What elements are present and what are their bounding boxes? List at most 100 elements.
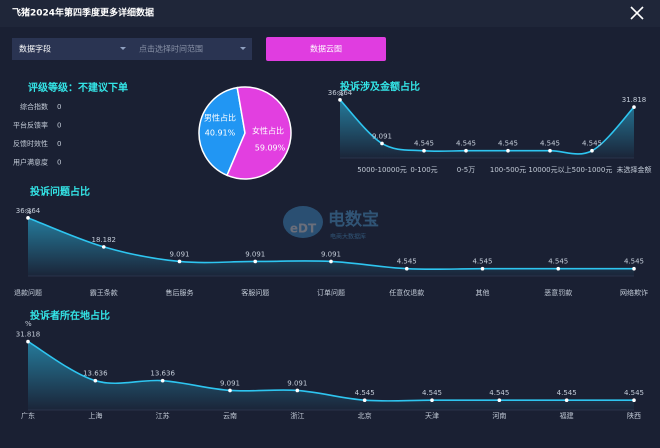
point [464, 148, 468, 153]
x-tick-label: 500-1000元 [572, 166, 613, 174]
x-tick-label: 售后服务 [166, 288, 194, 297]
x-tick-label: 10000元以上 [528, 165, 571, 174]
x-tick-label: 其他 [476, 288, 490, 297]
x-tick-label: 任意仅退款 [389, 288, 424, 297]
y-axis-label: % [337, 90, 344, 98]
x-tick-label: 订单问题 [317, 288, 345, 297]
data-label: 31.818 [622, 96, 647, 104]
area [340, 99, 634, 158]
slice-value: 59.09% [255, 144, 286, 153]
data-label: 4.545 [456, 140, 476, 148]
watermark: eDT 电数宝 电商大数据库 [283, 206, 379, 241]
date-picker[interactable] [133, 38, 252, 60]
slice-label: 男性占比 [204, 113, 236, 123]
data-label: 9.091 [220, 379, 240, 387]
x-tick-label: 恶意罚款 [544, 288, 572, 297]
data-label: 36.364 [16, 207, 41, 215]
data-label: 4.545 [397, 258, 417, 266]
rating-label: 反馈时效性 [13, 139, 48, 148]
point [422, 148, 426, 153]
point [506, 148, 510, 153]
data-label: 4.545 [540, 140, 560, 148]
data-label: 4.545 [355, 389, 375, 397]
data-label: 13.636 [83, 370, 108, 378]
data-label: 4.545 [422, 389, 442, 397]
data-label: 4.545 [489, 389, 509, 397]
close-button[interactable] [630, 6, 644, 20]
header-title: 飞猪2024年第四季度更多详细数据 [12, 7, 154, 19]
data-label: 9.091 [321, 250, 341, 258]
field-select[interactable] [12, 38, 133, 60]
point [93, 378, 98, 383]
point [548, 148, 552, 153]
chart-title: 投诉者所在地占比 [30, 309, 110, 322]
data-label: 4.545 [414, 140, 434, 148]
point [26, 216, 30, 220]
header-bar [0, 0, 660, 27]
point [404, 266, 409, 271]
data-label: 4.545 [624, 258, 644, 266]
x-tick-label: 上海 [88, 411, 102, 420]
point [590, 148, 594, 153]
data-label: 9.091 [372, 132, 392, 140]
field-select-text: 数据字段 [19, 44, 51, 54]
line [27, 340, 634, 402]
cloud-button-text: 数据云图 [310, 44, 342, 54]
area [28, 341, 634, 410]
point [26, 339, 30, 344]
x-tick-label: 0-100元 [410, 166, 437, 174]
pie-slice [198, 86, 246, 177]
x-tick-label: 退款问题 [14, 288, 42, 297]
watermark-cloud [283, 206, 323, 238]
point [160, 378, 165, 383]
rating-label: 平台反馈率 [13, 121, 48, 130]
watermark-tagline: 电商大数据库 [330, 233, 366, 241]
data-label: 4.545 [624, 389, 644, 397]
point [632, 105, 636, 109]
date-placeholder: 点击选择时间范围 [139, 44, 203, 54]
data-label: 4.545 [557, 389, 577, 397]
slice-value: 40.91% [205, 129, 236, 138]
cloud-button[interactable] [266, 37, 386, 61]
point [338, 98, 342, 102]
x-tick-label: 网络欺诈 [620, 288, 648, 297]
x-tick-label: 云南 [223, 411, 237, 420]
point [632, 398, 636, 403]
point [480, 266, 485, 271]
x-tick-label: 陕西 [627, 411, 641, 420]
x-tick-label: 天津 [425, 412, 439, 420]
x-tick-label: 北京 [358, 411, 372, 420]
rating-value: 0 [57, 159, 61, 167]
point [295, 388, 300, 393]
pie-slice [226, 86, 292, 180]
point [101, 245, 106, 249]
rating-label: 用户满意度 [13, 158, 48, 167]
rating-value: 0 [57, 140, 61, 148]
point [329, 259, 333, 264]
data-label: 18.182 [92, 236, 117, 244]
data-label: 4.545 [472, 258, 492, 266]
x-tick-label: 客服问题 [241, 288, 269, 297]
y-axis-label: % [25, 208, 32, 216]
chart-title: 投诉问题占比 [30, 185, 90, 198]
y-axis-label: % [25, 320, 32, 328]
x-tick-label: 浙江 [290, 411, 304, 420]
point [228, 388, 232, 393]
x-tick-label: 福建 [560, 411, 574, 420]
point [362, 398, 367, 403]
data-label: 4.545 [582, 140, 602, 148]
x-tick-label: 5000-10000元 [357, 166, 407, 174]
rating-label: 综合指数 [20, 102, 48, 111]
point [253, 259, 258, 264]
x-tick-label: 广东 [21, 411, 35, 420]
x-tick-label: 100-500元 [490, 166, 526, 174]
x-tick-label: 未选择金额 [617, 165, 652, 174]
rating-title: 评级等级：不建议下单 [28, 81, 128, 94]
data-label: 31.818 [16, 331, 41, 339]
data-label: 36.364 [328, 89, 353, 97]
data-label: 13.636 [150, 370, 175, 378]
chart-title: 投诉涉及金额占比 [340, 80, 420, 93]
line [339, 99, 635, 155]
